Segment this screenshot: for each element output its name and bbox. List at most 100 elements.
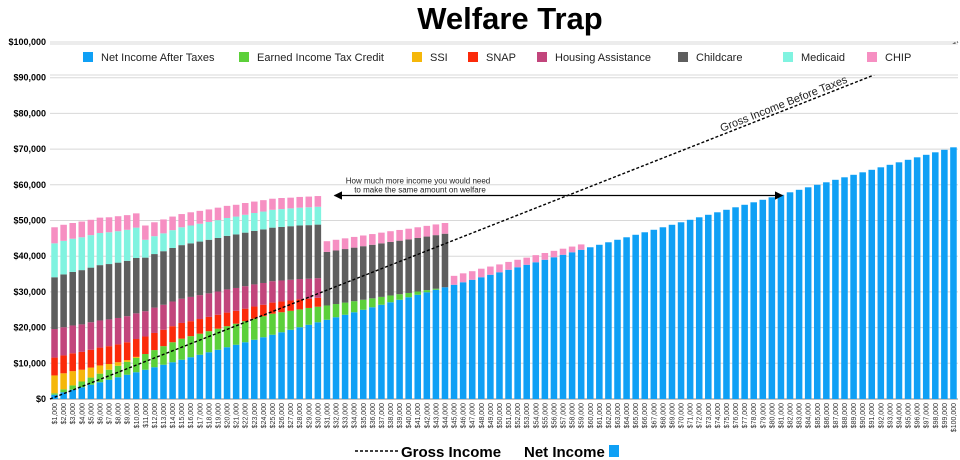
bar-segment-net-income-after-taxes bbox=[714, 212, 721, 399]
bar-segment-housing-assistance bbox=[51, 329, 58, 358]
bar-segment-ssi bbox=[60, 373, 67, 390]
y-tick-label: $0 bbox=[36, 394, 46, 404]
bar-segment-net-income-after-taxes bbox=[705, 214, 712, 399]
bar-segment-chip bbox=[505, 261, 512, 270]
bar-segment-medicaid bbox=[169, 230, 176, 248]
bar-segment-net-income-after-taxes bbox=[568, 252, 576, 399]
bar-segment-chip bbox=[187, 212, 195, 226]
x-tick-label: $88,000 bbox=[842, 403, 849, 428]
legend-label: CHIP bbox=[885, 52, 911, 64]
bar-segment-net-income-after-taxes bbox=[132, 372, 140, 399]
bar-segment-net-income-after-taxes bbox=[641, 232, 649, 399]
bar-segment-housing-assistance bbox=[178, 298, 185, 323]
y-tick-label: $70,000 bbox=[13, 144, 46, 154]
x-tick-label: $1,000 bbox=[52, 403, 59, 425]
bar-segment-earned-income-tax-credit bbox=[350, 301, 358, 313]
bar-segment-childcare bbox=[278, 226, 285, 281]
bar-segment-childcare bbox=[423, 236, 431, 291]
bar-segment-chip bbox=[541, 252, 549, 260]
x-tick-label: $46,000 bbox=[461, 403, 468, 428]
x-tick-label: $12,000 bbox=[152, 403, 159, 428]
bar-segment-chip bbox=[550, 250, 558, 258]
legend-item: SNAP bbox=[468, 52, 516, 64]
bar-segment-childcare bbox=[196, 241, 204, 296]
x-tick-label: $66,000 bbox=[642, 403, 649, 428]
x-tick-label: $43,000 bbox=[433, 403, 440, 428]
x-tick-label: $69,000 bbox=[669, 403, 676, 428]
bar-segment-childcare bbox=[332, 250, 340, 305]
gross-income-line-label: Gross Income Before Taxes bbox=[719, 74, 850, 135]
x-tick-label: $67,000 bbox=[651, 403, 658, 428]
bar-segment-chip bbox=[577, 244, 585, 250]
bar-segment-housing-assistance bbox=[314, 278, 322, 298]
bar-segment-net-income-after-taxes bbox=[260, 337, 267, 399]
bar-segment-chip bbox=[260, 200, 267, 212]
bar-segment-net-income-after-taxes bbox=[278, 332, 285, 399]
bar-segment-housing-assistance bbox=[160, 304, 167, 330]
bar-segment-earned-income-tax-credit bbox=[251, 318, 258, 340]
bar-segment-net-income-after-taxes bbox=[922, 154, 930, 399]
bar-segment-earned-income-tax-credit bbox=[287, 310, 294, 330]
bar-segment-childcare bbox=[87, 267, 95, 323]
bar-segment-net-income-after-taxes bbox=[750, 202, 757, 399]
bar-segment-net-income-after-taxes bbox=[69, 389, 76, 399]
bar-segment-childcare bbox=[51, 277, 58, 330]
bar-segment-net-income-after-taxes bbox=[151, 367, 158, 399]
legend-swatch bbox=[239, 52, 249, 62]
bar-segment-housing-assistance bbox=[87, 322, 95, 350]
x-tick-label: $85,000 bbox=[815, 403, 822, 428]
x-tick-label: $14,000 bbox=[170, 403, 177, 428]
y-tick-label: $100,000 bbox=[8, 37, 46, 47]
bar-segment-net-income-after-taxes bbox=[813, 184, 821, 399]
legend-label: Medicaid bbox=[801, 52, 845, 64]
bar-segment-housing-assistance bbox=[187, 296, 195, 322]
bar-segment-housing-assistance bbox=[214, 291, 222, 315]
bar-segment-earned-income-tax-credit bbox=[369, 298, 376, 308]
bar-segment-net-income-after-taxes bbox=[387, 302, 394, 399]
bar-segment-earned-income-tax-credit bbox=[60, 389, 67, 393]
bar-segment-earned-income-tax-credit bbox=[387, 295, 394, 303]
x-tick-label: $90,000 bbox=[860, 403, 867, 428]
bar-segment-net-income-after-taxes bbox=[895, 162, 903, 399]
bar-segment-net-income-after-taxes bbox=[659, 227, 667, 399]
bar-segment-net-income-after-taxes bbox=[378, 304, 385, 399]
bar-segment-chip bbox=[251, 201, 258, 213]
bar-segment-net-income-after-taxes bbox=[60, 392, 67, 399]
bar-segment-chip bbox=[559, 248, 567, 255]
bar-segment-medicaid bbox=[314, 206, 322, 225]
bar-segment-earned-income-tax-credit bbox=[196, 333, 204, 355]
x-tick-label: $25,000 bbox=[270, 403, 277, 428]
bar-segment-snap bbox=[269, 302, 276, 314]
x-tick-label: $13,000 bbox=[161, 403, 168, 428]
x-tick-label: $21,000 bbox=[234, 403, 241, 428]
bar-segment-chip bbox=[296, 196, 303, 208]
bar-segment-net-income-after-taxes bbox=[759, 199, 767, 399]
legend-swatch bbox=[867, 52, 877, 62]
bar-segment-net-income-after-taxes bbox=[677, 222, 685, 399]
bar-segment-net-income-after-taxes bbox=[78, 387, 86, 399]
bar-segment-earned-income-tax-credit bbox=[432, 288, 440, 290]
bar-segment-net-income-after-taxes bbox=[160, 364, 167, 399]
bar-segment-chip bbox=[568, 246, 576, 253]
bar-segment-snap bbox=[96, 347, 104, 366]
bar-segment-housing-assistance bbox=[96, 320, 104, 348]
x-tick-label: $63,000 bbox=[615, 403, 622, 428]
x-tick-label: $80,000 bbox=[769, 403, 776, 428]
bar-segment-chip bbox=[423, 225, 431, 237]
bars bbox=[51, 147, 957, 399]
legend-item: Childcare bbox=[678, 52, 742, 64]
x-tick-label: $57,000 bbox=[561, 403, 568, 428]
x-tick-label: $84,000 bbox=[806, 403, 813, 428]
bar-segment-medicaid bbox=[205, 221, 213, 240]
bar-segment-chip bbox=[96, 217, 104, 233]
bar-segment-medicaid bbox=[269, 209, 276, 228]
bar-segment-net-income-after-taxes bbox=[205, 352, 213, 399]
legend-label: Earned Income Tax Credit bbox=[257, 52, 384, 64]
bar-segment-earned-income-tax-credit bbox=[341, 302, 349, 315]
x-tick-label: $17,000 bbox=[197, 403, 204, 428]
bar-segment-chip bbox=[468, 271, 476, 280]
bar-segment-housing-assistance bbox=[205, 293, 213, 317]
bar-segment-medicaid bbox=[142, 239, 149, 258]
bar-segment-childcare bbox=[359, 246, 367, 300]
bar-segment-net-income-after-taxes bbox=[950, 147, 957, 399]
